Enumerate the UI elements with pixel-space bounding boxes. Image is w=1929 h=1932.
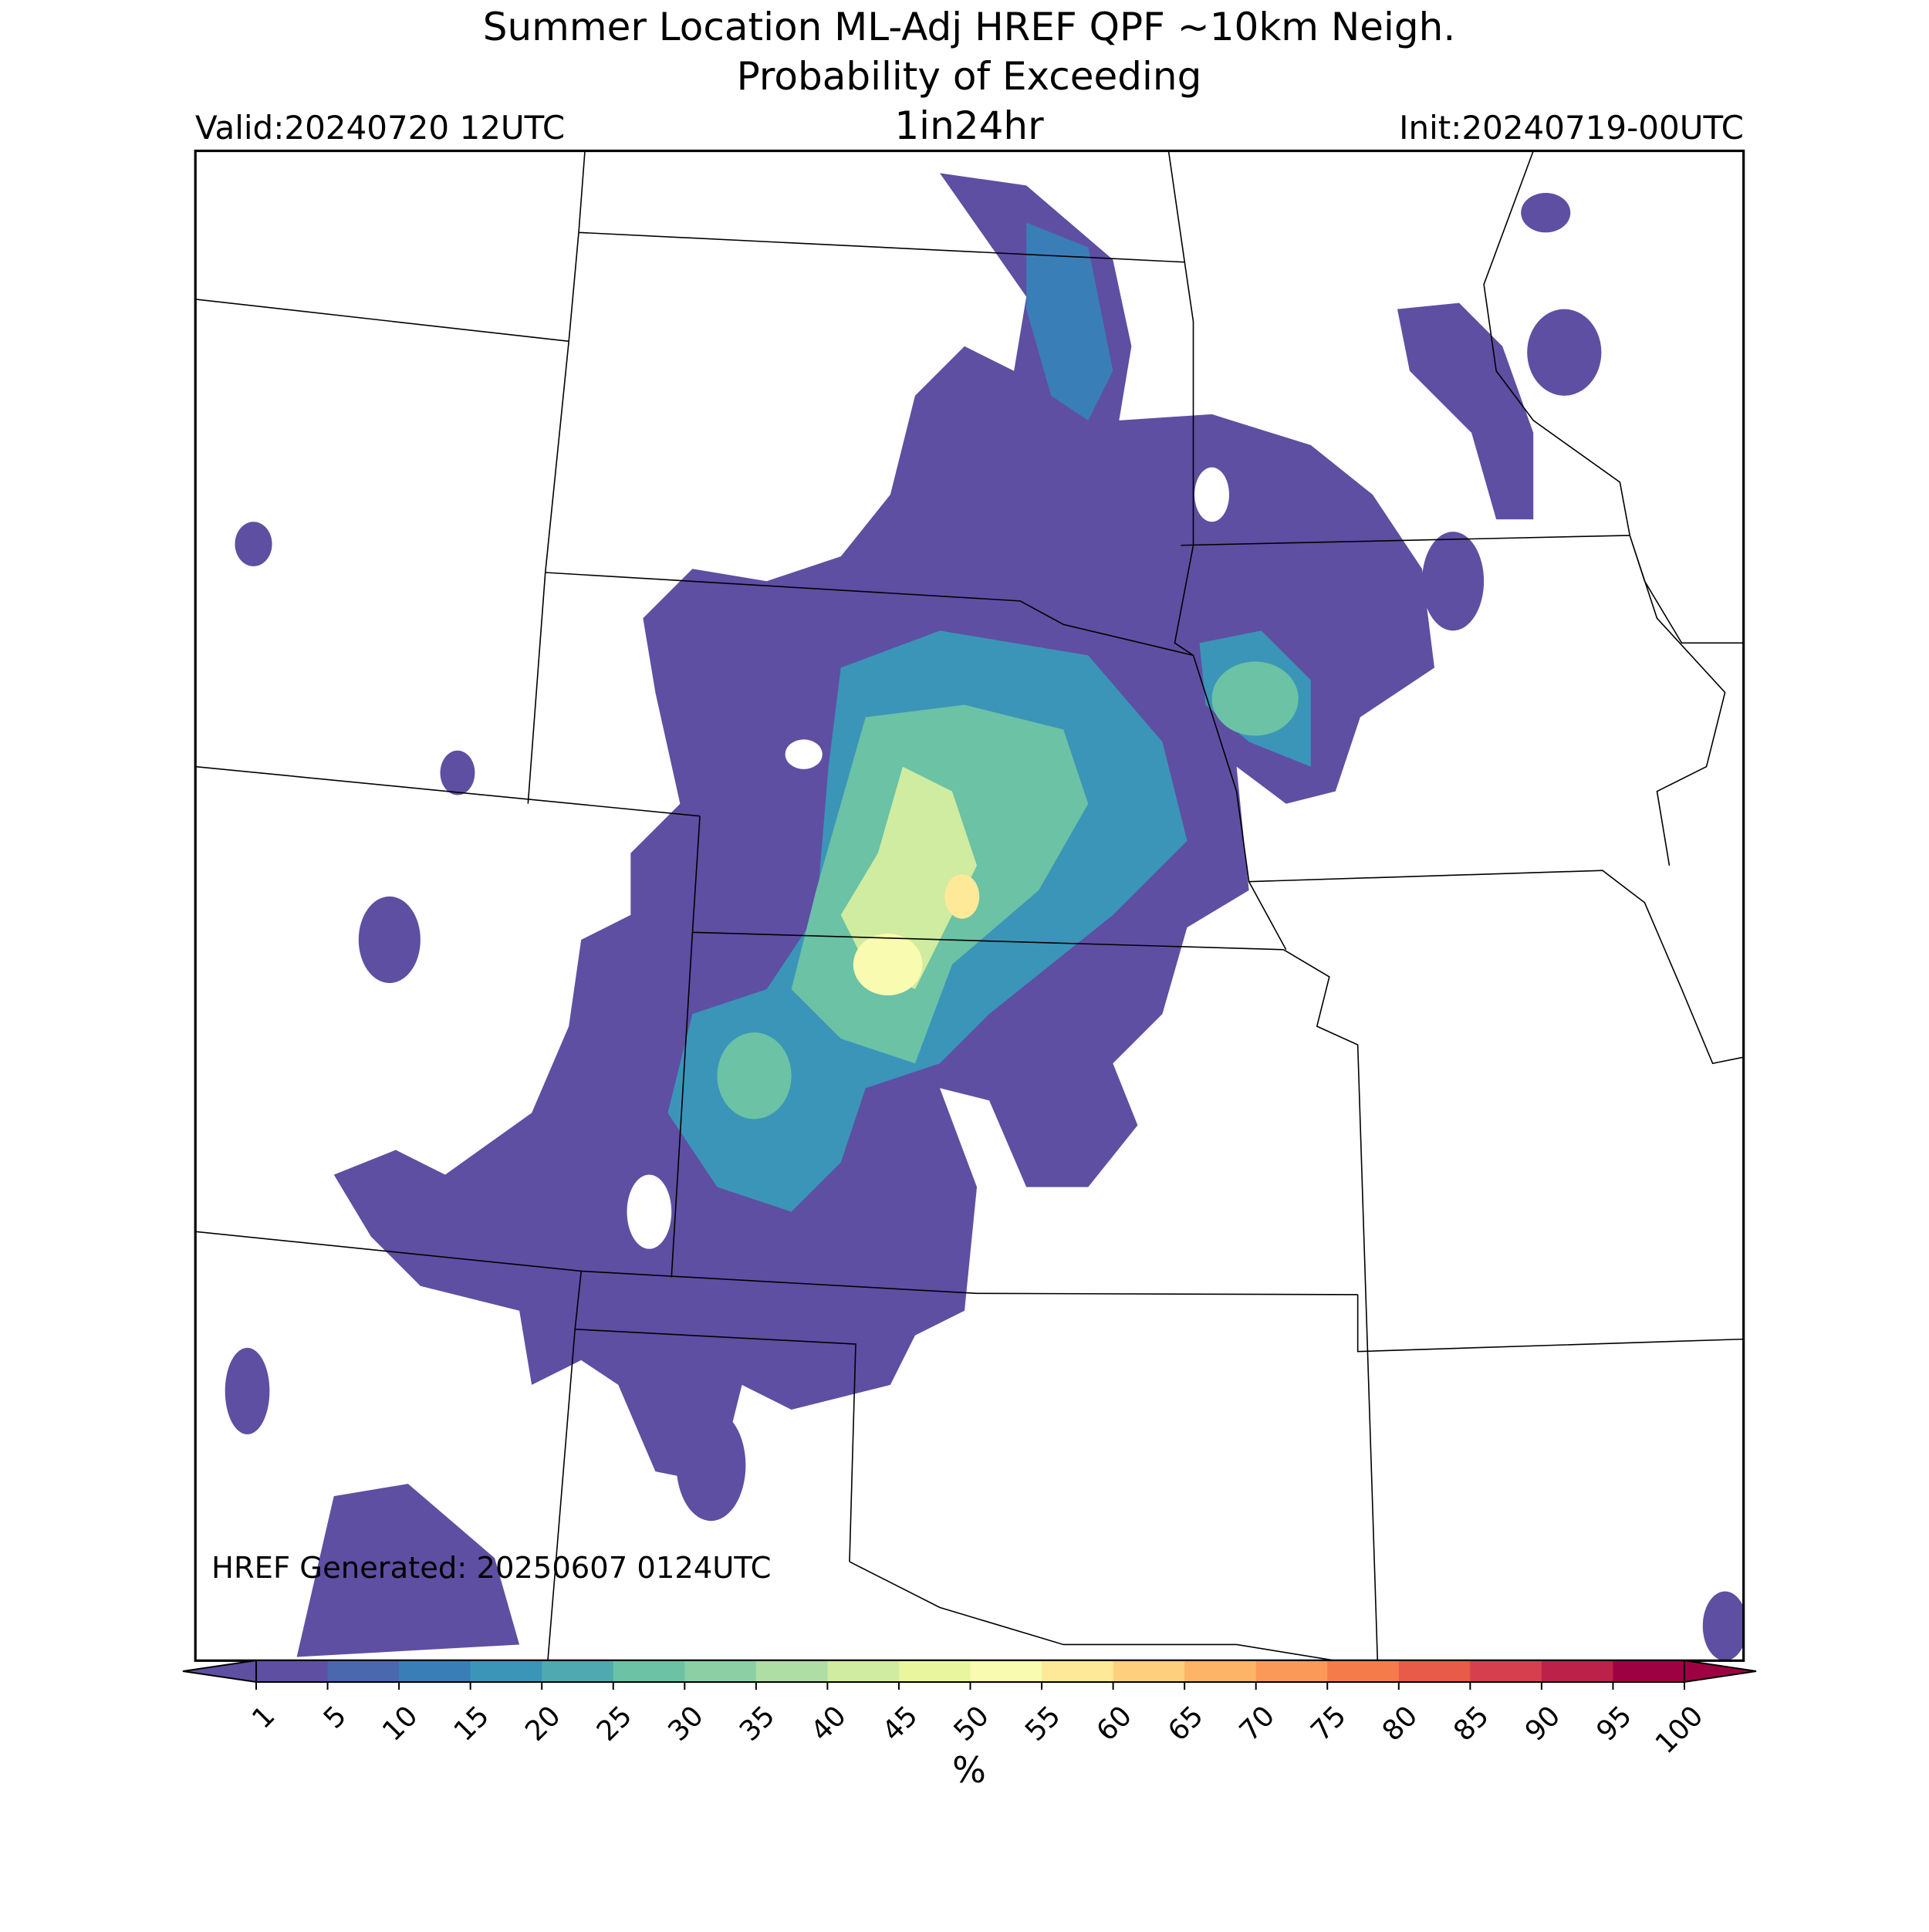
colorbar-tick-label: 65 — [1162, 1700, 1209, 1747]
colorbar-segment — [542, 1660, 614, 1682]
colorbar-tick-label: 35 — [734, 1700, 781, 1747]
state-line — [195, 150, 1744, 1661]
colorbar-tick-label: 5 — [318, 1700, 353, 1734]
prob-area — [944, 874, 980, 919]
prob-area — [676, 1409, 746, 1522]
generated-note: HREF Generated: 20250607 0124UTC — [211, 1551, 771, 1586]
colorbar-tick-label: 100 — [1650, 1700, 1710, 1760]
colorbar-tick-label: 1 — [246, 1700, 281, 1734]
colorbar-tick-label: 70 — [1234, 1700, 1281, 1747]
colorbar-tick-label: 20 — [519, 1700, 566, 1747]
colorbar-segment — [755, 1660, 828, 1682]
colorbar-tick-label: 40 — [805, 1700, 852, 1747]
colorbar-tick-label: 50 — [948, 1700, 995, 1747]
valid-time: Valid:20240720 12UTC — [195, 109, 565, 147]
init-time: Init:20240719-00UTC — [1399, 109, 1744, 147]
title-line2: Probability of Exceeding — [737, 54, 1202, 99]
prob-area — [1211, 661, 1299, 736]
colorbar-tick-label: 75 — [1305, 1700, 1352, 1747]
probability-field — [225, 173, 1744, 1661]
gap — [1194, 467, 1229, 522]
boundaries — [195, 150, 1744, 1661]
prob-area — [296, 1484, 520, 1657]
colorbar-segment — [613, 1660, 685, 1682]
colorbar-segment — [1255, 1660, 1328, 1682]
prob-area — [440, 750, 475, 795]
colorbar-segment — [898, 1660, 971, 1682]
colorbar-segment — [327, 1660, 400, 1682]
colorbar-tick-label: 60 — [1091, 1700, 1138, 1747]
prob-area — [358, 896, 421, 984]
prob-area — [1421, 532, 1485, 631]
colorbar-extension-low — [182, 1659, 257, 1684]
colorbar-segment — [970, 1660, 1042, 1682]
colorbar-tick-label: 90 — [1519, 1700, 1566, 1747]
colorbar-segment — [1541, 1660, 1613, 1682]
prob-area — [717, 1032, 792, 1120]
prob-area — [1527, 309, 1602, 396]
colorbar-tick-label: 30 — [662, 1700, 709, 1747]
colorbar: 1 5 10 15 20 25 30 35 40 45 50 55 60 65 70 75 80 85 90 95 10… — [182, 1659, 1757, 1760]
colorbar-tick-label: 15 — [448, 1700, 495, 1747]
colorbar-segment — [684, 1660, 757, 1682]
colorbar-extension-high — [1684, 1659, 1757, 1684]
colorbar-segment — [827, 1660, 900, 1682]
colorbar-segment — [399, 1660, 471, 1682]
colorbar-tick-label: 45 — [877, 1700, 924, 1747]
title-threshold: 1in24hr — [894, 103, 1044, 148]
colorbar-tick-label: 55 — [1019, 1700, 1066, 1747]
colorbar-tick-label: 25 — [591, 1700, 638, 1747]
colorbar-tick-label: 10 — [377, 1700, 424, 1747]
gap — [785, 739, 823, 769]
prob-area — [225, 1347, 270, 1435]
title-line1: Summer Location ML-Adj HREF QPF ~10km Ne… — [483, 5, 1456, 49]
colorbar-segment — [1184, 1660, 1257, 1682]
colorbar-segment — [1470, 1660, 1542, 1682]
map: HREF Generated: 20250607 0124UTC — [194, 149, 1745, 1662]
colorbar-segment — [1113, 1660, 1185, 1682]
colorbar-segment — [256, 1660, 329, 1682]
colorbar-tick-label: 95 — [1591, 1700, 1638, 1747]
colorbar-segment — [1398, 1660, 1471, 1682]
gap — [627, 1174, 672, 1249]
colorbar-segment — [1613, 1660, 1685, 1682]
prob-area — [1702, 1591, 1744, 1661]
colorbar-segment — [1042, 1660, 1114, 1682]
colorbar-segment — [470, 1660, 542, 1682]
prob-area — [235, 522, 272, 566]
prob-area — [1397, 302, 1534, 520]
colorbar-tick-label: 85 — [1448, 1700, 1495, 1747]
colorbar-segment — [1327, 1660, 1400, 1682]
prob-area — [1026, 222, 1113, 421]
prob-area — [840, 766, 978, 990]
prob-area — [1521, 193, 1571, 233]
prob-area — [853, 933, 923, 996]
colorbar-tick-label: 80 — [1377, 1700, 1424, 1747]
colorbar-label: % — [952, 1749, 986, 1791]
